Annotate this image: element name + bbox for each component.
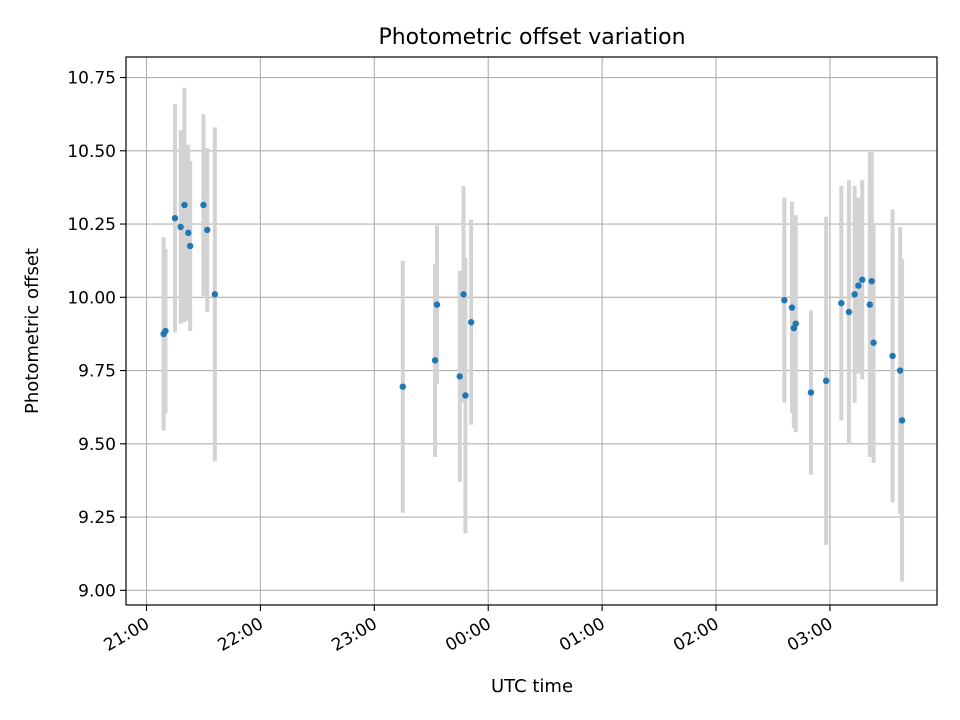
y-tick-label: 9.25	[78, 508, 116, 528]
data-point	[870, 339, 877, 346]
y-axis-label: Photometric offset	[22, 248, 43, 414]
data-point	[431, 357, 439, 364]
data-point	[462, 392, 469, 399]
data-point	[211, 291, 219, 298]
y-tick-label: 10.00	[67, 288, 116, 308]
y-tick-label: 10.50	[67, 142, 116, 162]
y-tick-label: 9.50	[78, 435, 116, 455]
data-point	[868, 277, 875, 285]
data-point	[838, 299, 845, 307]
y-tick-label: 9.00	[78, 581, 116, 601]
y-tick-label: 9.75	[78, 362, 116, 382]
data-point	[781, 297, 788, 304]
data-point	[807, 389, 815, 396]
plot-frame	[125, 56, 938, 606]
data-point	[433, 301, 441, 308]
data-point	[788, 304, 796, 311]
x-axis-label: UTC time	[491, 676, 573, 697]
data-point	[851, 291, 858, 298]
data-point	[889, 352, 896, 360]
data-point	[859, 276, 866, 283]
data-point	[467, 319, 475, 326]
data-point	[177, 223, 184, 231]
data-point	[845, 308, 853, 316]
data-point	[896, 367, 904, 374]
data-point	[181, 201, 188, 209]
data-point	[855, 282, 862, 289]
y-tick-label: 10.75	[67, 69, 116, 89]
data-point	[162, 327, 169, 335]
data-point	[204, 226, 211, 234]
data-point	[866, 301, 873, 308]
grid	[126, 57, 937, 605]
data-points	[160, 201, 906, 424]
data-point	[171, 214, 179, 222]
chart-title: Photometric offset variation	[378, 25, 685, 50]
data-point	[822, 377, 830, 385]
data-point	[456, 373, 463, 380]
data-point	[898, 417, 906, 424]
data-point	[185, 229, 192, 237]
y-axis-ticks: 9.00 9.25 9.50 9.75 10.00 10.25 10.50 10.75	[67, 69, 126, 601]
data-point	[460, 291, 467, 298]
data-point	[399, 383, 406, 390]
data-point	[200, 201, 207, 209]
data-point	[792, 320, 799, 327]
y-tick-label: 10.25	[67, 215, 116, 235]
data-point	[186, 242, 194, 250]
